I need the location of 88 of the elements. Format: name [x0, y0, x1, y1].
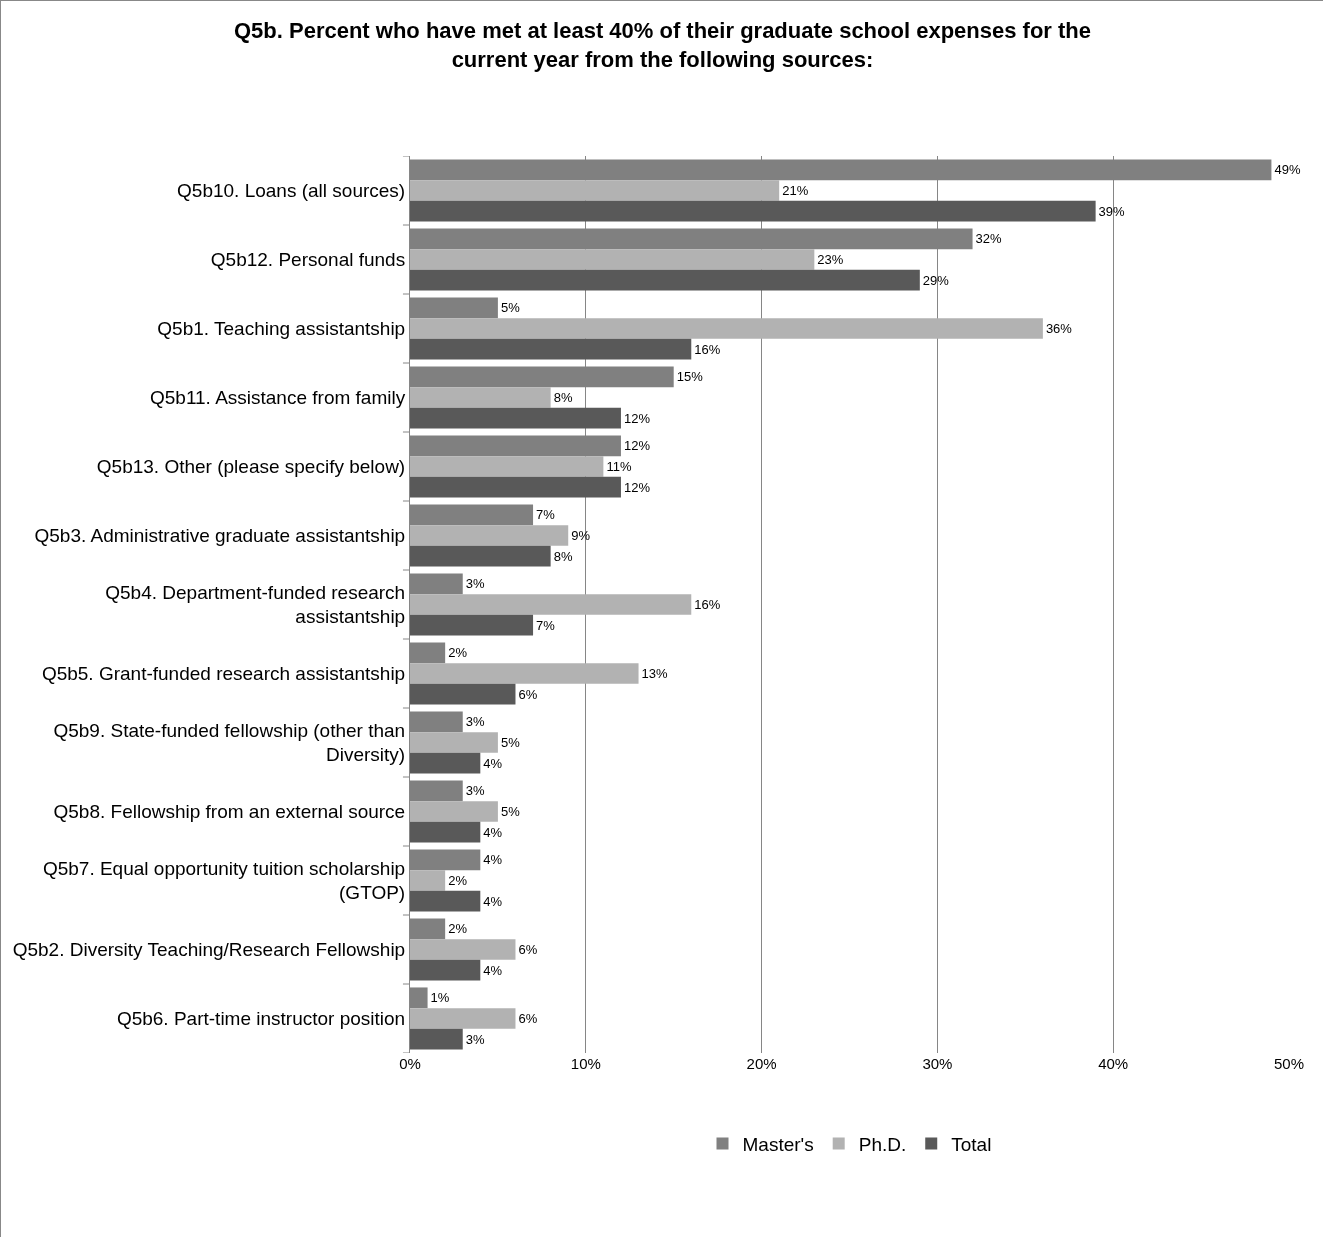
data-label: 12%	[623, 410, 651, 426]
data-label: 16%	[694, 341, 721, 357]
data-label: 7%	[536, 507, 556, 523]
y-tick-label: Q5b1. Teaching assistantship	[157, 318, 406, 340]
y-tick-label: Q5b4. Department-funded research assistantship	[105, 581, 406, 628]
x-tick-label: 0%	[399, 1055, 421, 1072]
bar	[410, 456, 604, 477]
y-tick-label: Q5b10. Loans (all sources)	[177, 180, 406, 202]
data-label: 32%	[975, 231, 1003, 247]
data-label: 4%	[483, 852, 503, 868]
data-label: 12%	[623, 479, 651, 495]
data-label: 5%	[500, 804, 521, 819]
data-label: 6%	[518, 1011, 538, 1026]
data-label: 9%	[571, 528, 591, 543]
bar	[410, 476, 621, 498]
y-tick-label: Q5b2. Diversity Teaching/Research Fellowship	[12, 939, 406, 961]
x-tick-label: 40%	[1098, 1055, 1129, 1072]
data-label: 16%	[694, 597, 721, 612]
data-label: 3%	[465, 714, 485, 730]
data-label: 4%	[483, 824, 503, 840]
data-label: 12%	[623, 438, 651, 454]
data-label: 6%	[518, 686, 538, 702]
x-tick-label: 30%	[922, 1055, 953, 1072]
data-label: 2%	[448, 873, 468, 888]
data-label: 8%	[553, 390, 573, 405]
bar	[410, 200, 1096, 222]
bar	[410, 269, 920, 291]
data-label: 23%	[817, 252, 844, 267]
bar	[410, 683, 516, 705]
bar	[410, 959, 481, 981]
y-tick-label: Q5b6. Part-time instructor position	[116, 1008, 406, 1030]
y-tick-label: Q5b8. Fellowship from an external source	[53, 801, 406, 823]
data-label: 5%	[500, 300, 521, 316]
bar	[410, 338, 692, 360]
data-label: 4%	[483, 755, 503, 771]
bar	[410, 732, 498, 753]
data-label: 11%	[606, 459, 632, 474]
bar	[410, 387, 551, 408]
legend-label: Total	[951, 1134, 992, 1156]
bar	[410, 407, 621, 429]
data-label: 8%	[553, 548, 573, 564]
data-label: 6%	[518, 942, 538, 957]
data-label: 3%	[465, 576, 485, 592]
bar	[410, 821, 481, 843]
data-label: 49%	[1274, 162, 1301, 178]
data-label: 13%	[641, 666, 668, 681]
data-label: 39%	[1098, 203, 1126, 219]
data-label: 4%	[483, 962, 503, 978]
x-tick-label: 50%	[1273, 1055, 1305, 1072]
bar	[410, 249, 815, 270]
bar	[410, 890, 481, 912]
bar	[410, 614, 534, 636]
y-tick-label: Q5b12. Personal funds	[210, 249, 406, 271]
bar	[410, 1028, 463, 1050]
data-label: 21%	[782, 183, 809, 198]
data-label: 15%	[676, 369, 704, 385]
bar	[410, 545, 551, 567]
y-tick-label: Q5b7. Equal opportunity tuition scholarship (GTOP)	[42, 857, 406, 904]
x-tick-label: 20%	[746, 1055, 777, 1072]
bar	[410, 663, 639, 684]
data-label: 29%	[922, 272, 950, 288]
y-tick-label: Q5b5. Grant-funded research assistantship	[41, 663, 406, 685]
y-tick-label: Q5b9. State-funded fellowship (other than Diversity)	[53, 719, 406, 766]
bar	[410, 525, 569, 546]
bar	[410, 752, 481, 774]
legend-label: Master's	[742, 1134, 814, 1156]
data-label: 3%	[465, 1031, 485, 1047]
data-label: 36%	[1045, 321, 1073, 336]
bar	[410, 1008, 516, 1029]
data-label: 4%	[483, 893, 503, 909]
bar	[410, 801, 498, 822]
data-label: 5%	[500, 735, 521, 750]
data-label: 1%	[430, 990, 450, 1006]
bar	[410, 594, 692, 615]
bar	[410, 939, 516, 960]
legend-label: Ph.D.	[858, 1134, 907, 1156]
data-label: 7%	[536, 617, 556, 633]
data-label: 3%	[465, 783, 485, 799]
y-tick-label: Q5b11. Assistance from family	[150, 387, 406, 409]
data-label: 2%	[448, 921, 468, 937]
data-label: 2%	[448, 645, 468, 661]
bar	[410, 318, 1043, 339]
chart-title: Q5b. Percent who have met at least 40% of their graduate school expenses for the current year from the following sources:	[233, 18, 1092, 72]
y-tick-label: Q5b3. Administrative graduate assistantship	[34, 525, 406, 547]
bar	[410, 870, 446, 891]
y-tick-label: Q5b13. Other (please specify below)	[96, 456, 406, 478]
bar	[410, 180, 780, 201]
x-tick-label: 10%	[570, 1055, 601, 1072]
